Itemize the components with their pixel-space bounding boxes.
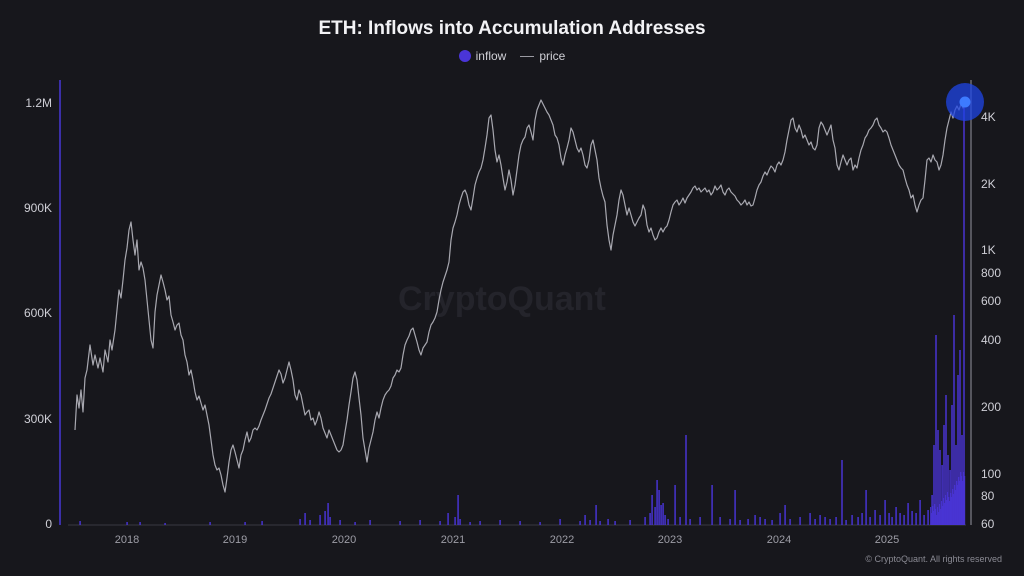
chart-legend: inflow price [0, 49, 1024, 63]
legend-label-inflow: inflow [475, 49, 507, 63]
inflow-bars [79, 101, 966, 525]
right-axis-tick: 60 [981, 517, 995, 531]
x-axis-tick: 2019 [222, 534, 248, 546]
legend-item-inflow[interactable]: inflow [458, 49, 507, 63]
right-axis-tick: 200 [981, 400, 1002, 414]
x-axis-tick: 2025 [874, 534, 900, 546]
left-axis-tick: 900K [23, 201, 52, 215]
right-axis-tick: 400 [981, 333, 1002, 347]
price-line-swatch-icon [520, 55, 535, 57]
right-axis-tick: 600 [981, 294, 1002, 308]
right-axis-tick: 80 [981, 489, 995, 503]
inflow-swatch-icon [458, 50, 471, 62]
left-axis-tick: 300K [23, 412, 52, 426]
x-axis-tick: 2020 [331, 534, 357, 546]
x-axis-tick: 2023 [657, 534, 683, 546]
copyright-notice: © CryptoQuant. All rights reserved [865, 554, 1002, 564]
legend-item-price[interactable]: price [520, 49, 565, 63]
x-axis-tick: 2018 [114, 534, 140, 546]
left-axis-tick: 600K [23, 306, 52, 320]
watermark: CryptoQuant [398, 280, 606, 318]
right-axis-tick: 2K [981, 177, 996, 191]
x-axis-tick: 2024 [766, 534, 792, 546]
price-line [74, 99, 966, 493]
right-axis-tick: 4K [981, 110, 996, 124]
right-axis-tick: 100 [981, 467, 1002, 481]
legend-label-price: price [539, 49, 566, 63]
right-axis-tick: 800 [981, 266, 1002, 280]
chart-title: ETH: Inflows into Accumulation Addresses [318, 18, 706, 39]
left-axis-tick: 0 [45, 517, 52, 531]
x-axis-tick: 2021 [440, 534, 466, 546]
left-axis-tick: 1.2M [25, 96, 52, 110]
right-axis-tick: 1K [981, 243, 996, 257]
latest-point-marker[interactable] [959, 96, 971, 108]
x-axis-tick: 2022 [549, 534, 575, 546]
